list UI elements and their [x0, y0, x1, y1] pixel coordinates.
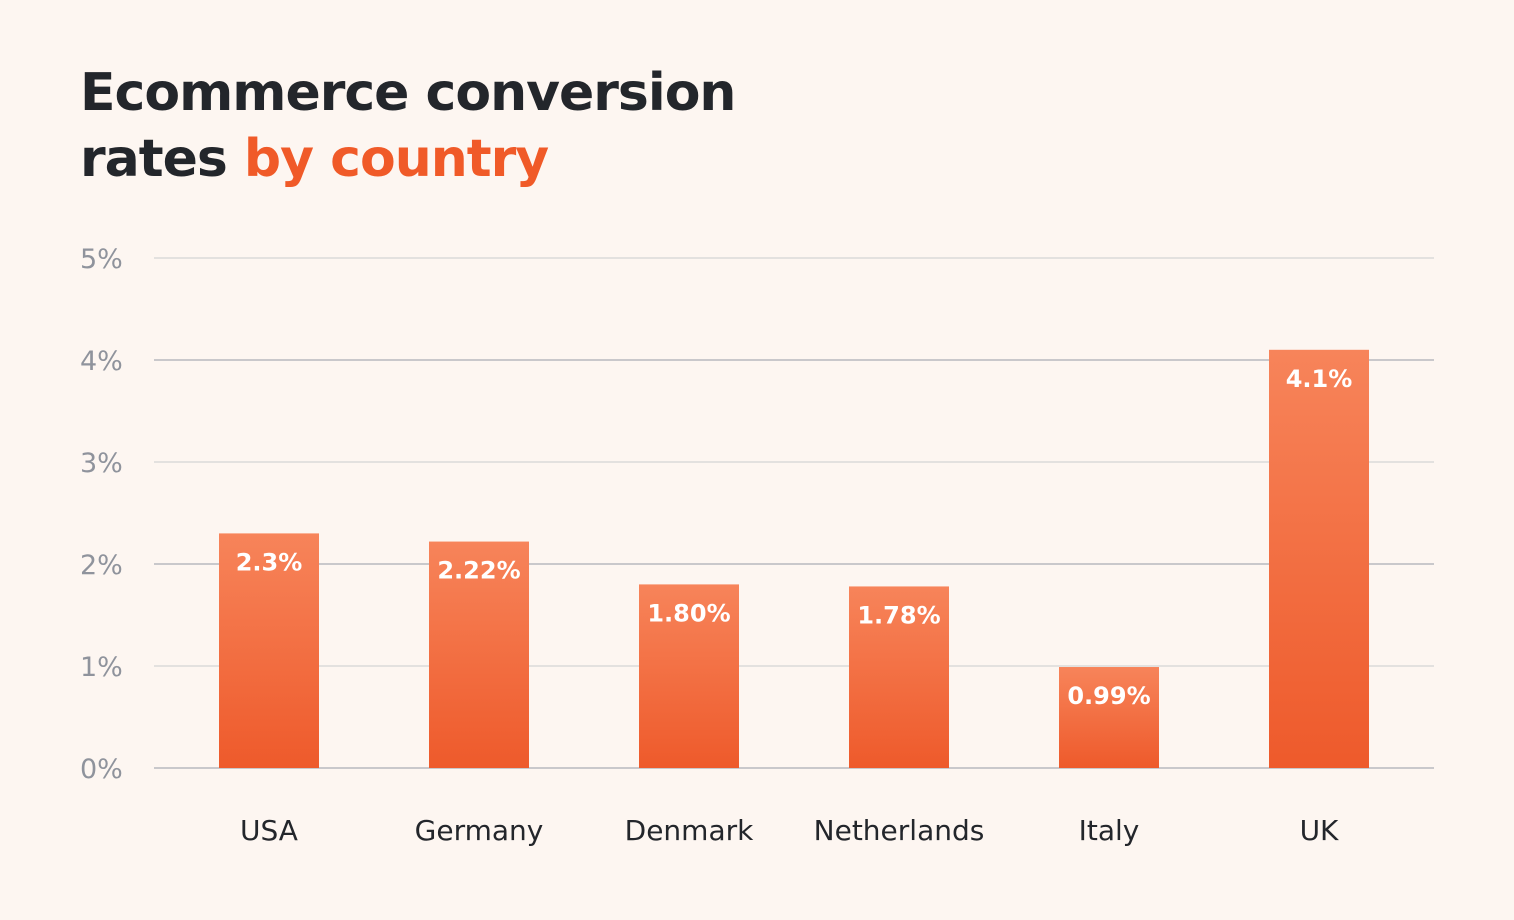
data-label-denmark: 1.80%: [647, 599, 730, 627]
x-axis-categories: USA Germany Denmark Netherlands Italy UK: [240, 814, 1339, 847]
y-tick-label: 5%: [80, 244, 123, 275]
y-tick-label: 3%: [80, 448, 123, 479]
bar-netherlands: [849, 586, 949, 768]
bar-usa: [219, 533, 319, 768]
category-label-germany: Germany: [415, 814, 544, 847]
data-label-germany: 2.22%: [437, 557, 520, 585]
bars: [219, 349, 1369, 768]
y-axis-ticks: 0% 1% 2% 3% 4% 5%: [80, 244, 123, 785]
bar-denmark: [639, 584, 739, 768]
bar-germany: [429, 541, 529, 768]
y-tick-label: 0%: [80, 754, 123, 785]
gridlines: [154, 257, 1434, 769]
category-label-netherlands: Netherlands: [814, 814, 985, 847]
data-label-netherlands: 1.78%: [857, 601, 940, 629]
title-line-2-accent: by country: [243, 129, 549, 189]
chart-title: Ecommerce conversion rates by country: [80, 60, 736, 192]
category-label-italy: Italy: [1079, 814, 1140, 847]
data-label-usa: 2.3%: [236, 548, 303, 576]
data-label-uk: 4.1%: [1286, 365, 1353, 393]
y-tick-label: 2%: [80, 550, 123, 581]
category-label-uk: UK: [1300, 814, 1339, 847]
bar-italy: [1059, 667, 1159, 768]
y-tick-label: 1%: [80, 652, 123, 683]
bar-uk: [1269, 349, 1369, 768]
title-line-1: Ecommerce conversion: [80, 63, 736, 123]
category-label-usa: USA: [240, 814, 298, 847]
category-label-denmark: Denmark: [625, 814, 754, 847]
data-labels: 2.3% 2.22% 1.80% 1.78% 0.99% 4.1%: [236, 365, 1353, 710]
data-label-italy: 0.99%: [1067, 682, 1150, 710]
title-line-2-plain: rates: [80, 129, 244, 189]
y-tick-label: 4%: [80, 346, 123, 377]
